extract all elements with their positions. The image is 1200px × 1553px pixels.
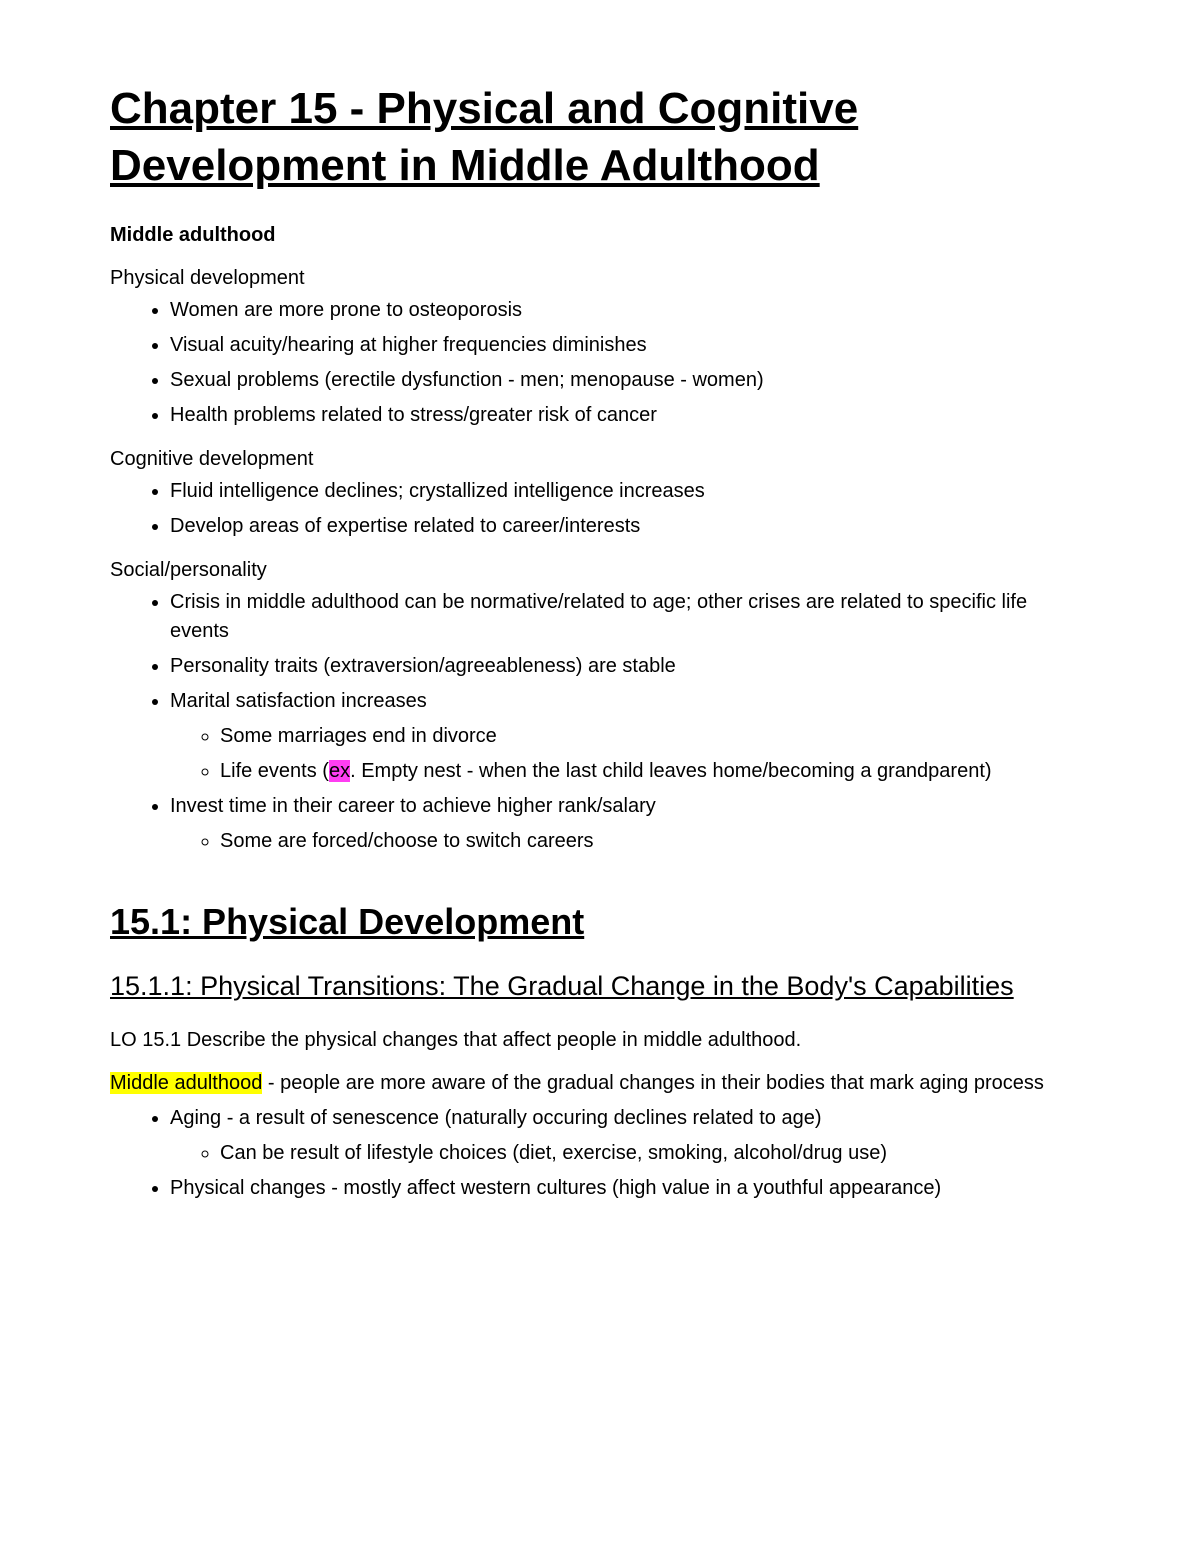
- list-item: Sexual problems (erectile dysfunction - …: [170, 366, 1090, 395]
- list-item: Aging - a result of senescence (naturall…: [170, 1104, 1090, 1168]
- list-social-personality: Crisis in middle adulthood can be normat…: [110, 588, 1090, 856]
- list-item: Crisis in middle adulthood can be normat…: [170, 588, 1090, 646]
- list-aging: Aging - a result of senescence (naturall…: [110, 1104, 1090, 1203]
- heading-15-1: 15.1: Physical Development: [110, 901, 1090, 943]
- document-page: Chapter 15 - Physical and Cognitive Deve…: [0, 0, 1200, 1553]
- subheading-middle-adulthood: Middle adulthood: [110, 224, 1090, 247]
- text-fragment: . Empty nest - when the last child leave…: [350, 760, 991, 782]
- label-cognitive-dev: Cognitive development: [110, 448, 1090, 471]
- list-item: Visual acuity/hearing at higher frequenc…: [170, 331, 1090, 360]
- list-item: Fluid intelligence declines; crystallize…: [170, 477, 1090, 506]
- text-fragment: Life events (: [220, 760, 329, 782]
- list-item: Marital satisfaction increases Some marr…: [170, 687, 1090, 786]
- list-item: Life events (ex. Empty nest - when the l…: [220, 757, 1090, 786]
- list-item-text: Marital satisfaction increases: [170, 690, 427, 712]
- sublist: Can be result of lifestyle choices (diet…: [170, 1139, 1090, 1168]
- label-physical-dev: Physical development: [110, 267, 1090, 290]
- sublist: Some marriages end in divorce Life event…: [170, 722, 1090, 786]
- heading-15-1-1: 15.1.1: Physical Transitions: The Gradua…: [110, 968, 1090, 1006]
- list-item: Health problems related to stress/greate…: [170, 401, 1090, 430]
- list-item: Invest time in their career to achieve h…: [170, 792, 1090, 856]
- learning-objective: LO 15.1 Describe the physical changes th…: [110, 1026, 1090, 1055]
- list-item: Develop areas of expertise related to ca…: [170, 512, 1090, 541]
- list-item: Some are forced/choose to switch careers: [220, 827, 1090, 856]
- list-physical-dev: Women are more prone to osteoporosis Vis…: [110, 296, 1090, 430]
- sublist: Some are forced/choose to switch careers: [170, 827, 1090, 856]
- list-cognitive-dev: Fluid intelligence declines; crystallize…: [110, 477, 1090, 541]
- list-item-text: Aging - a result of senescence (naturall…: [170, 1107, 821, 1129]
- list-item-text: Invest time in their career to achieve h…: [170, 795, 656, 817]
- list-item: Can be result of lifestyle choices (diet…: [220, 1139, 1090, 1168]
- list-item: Women are more prone to osteoporosis: [170, 296, 1090, 325]
- label-social-personality: Social/personality: [110, 559, 1090, 582]
- text-fragment: - people are more aware of the gradual c…: [262, 1072, 1044, 1094]
- list-item: Personality traits (extraversion/agreeab…: [170, 652, 1090, 681]
- paragraph-middle-adulthood: Middle adulthood - people are more aware…: [110, 1069, 1090, 1098]
- list-item: Some marriages end in divorce: [220, 722, 1090, 751]
- list-item: Physical changes - mostly affect western…: [170, 1174, 1090, 1203]
- highlight-yellow: Middle adulthood: [110, 1072, 262, 1094]
- chapter-title: Chapter 15 - Physical and Cognitive Deve…: [110, 80, 1090, 194]
- highlight-pink: ex: [329, 760, 350, 782]
